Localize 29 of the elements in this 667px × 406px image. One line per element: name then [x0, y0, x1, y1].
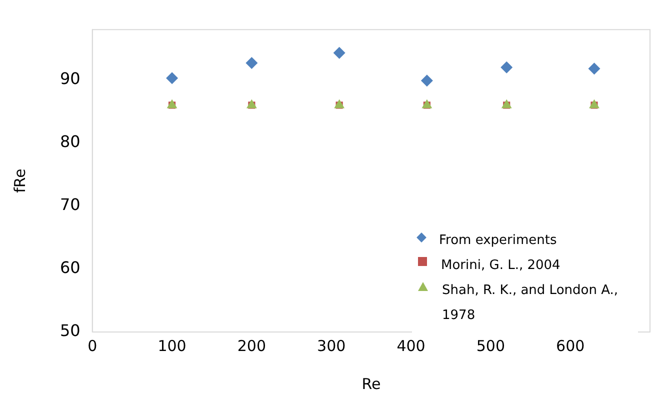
- y-axis-title: fRe: [10, 168, 29, 193]
- y-tick-label: 50: [60, 321, 80, 340]
- x-tick-label: 0: [88, 336, 98, 355]
- point: [166, 99, 178, 108]
- point: [588, 62, 600, 75]
- x-axis-title: Re: [362, 374, 381, 393]
- y-tick-label: 80: [60, 132, 80, 152]
- point: [334, 99, 345, 108]
- x-tick-label: 600: [556, 336, 585, 355]
- y-tick-label: 70: [60, 195, 80, 214]
- point: [501, 99, 512, 108]
- legend-label: Morini, G. L., 2004: [441, 257, 560, 275]
- point: [422, 99, 432, 108]
- point: [166, 72, 178, 84]
- legend-label: Shah, R. K., and London A., 1978: [442, 282, 620, 325]
- x-tick-label: 100: [158, 336, 186, 355]
- point: [246, 56, 258, 69]
- x-tick-label: 500: [476, 336, 505, 355]
- y-tick-label: 60: [60, 258, 80, 278]
- point: [420, 74, 433, 87]
- point: [333, 46, 346, 59]
- point: [246, 99, 257, 108]
- x-tick-label: 300: [317, 336, 346, 355]
- point: [500, 61, 513, 74]
- point: [589, 99, 600, 108]
- y-tick-label: 90: [60, 69, 80, 88]
- x-tick-label: 200: [237, 336, 266, 355]
- x-tick-label: 400: [396, 336, 426, 355]
- legend-label: From experiments: [439, 232, 557, 250]
